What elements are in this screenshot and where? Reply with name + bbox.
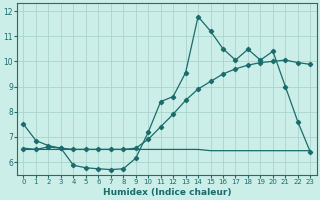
- X-axis label: Humidex (Indice chaleur): Humidex (Indice chaleur): [103, 188, 231, 197]
